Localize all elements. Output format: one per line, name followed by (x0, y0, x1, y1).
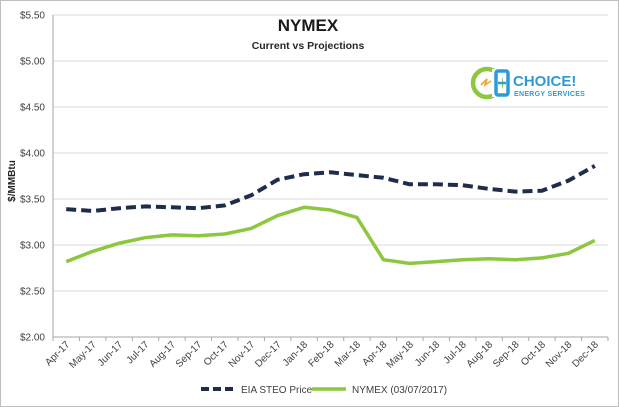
axes (52, 15, 609, 341)
y-tick-label: $5.00 (20, 57, 45, 68)
eia-steo-series-line (66, 164, 596, 213)
y-tick-label: $4.50 (20, 103, 45, 114)
x-tick-label: Jan-18 (281, 339, 311, 369)
logo: CHOICE! ENERGY SERVICES (470, 66, 585, 100)
logo-text: CHOICE! (513, 73, 576, 90)
chart-title: NYMEX (278, 16, 339, 35)
logo-mark-icon (470, 66, 510, 100)
legend: EIA STEO Price NYMEX (03/07/2017) (201, 385, 447, 396)
x-tick-label: Nov-17 (227, 339, 258, 370)
chart-subtitle: Current vs Projections (252, 40, 365, 52)
x-tick-label: Feb-18 (306, 339, 336, 369)
x-tick-label: Mar-18 (333, 339, 363, 369)
x-tick-label: Nov-18 (544, 339, 575, 370)
x-tick-label: May-18 (385, 339, 417, 371)
y-tick-label: $2.00 (20, 333, 45, 344)
y-axis-label: $/MMBtu (7, 160, 18, 202)
x-tick-label: Jun-18 (413, 339, 443, 369)
grid-lines (53, 14, 608, 292)
logo-subtext: ENERGY SERVICES (514, 91, 585, 98)
legend-nymex-label: NYMEX (03/07/2017) (352, 385, 447, 396)
x-tick-label: Dec-17 (253, 339, 284, 370)
x-tick-label: Oct-18 (519, 339, 548, 368)
y-tick-label: $4.00 (20, 149, 45, 160)
y-tick-label: $3.50 (20, 195, 45, 206)
x-tick-label: Sep-17 (174, 339, 205, 370)
x-tick-label: May-17 (67, 339, 99, 371)
y-tick-label: $5.50 (20, 11, 45, 22)
series-lines (65, 164, 596, 266)
legend-eia-label: EIA STEO Price (241, 385, 313, 396)
y-tick-label: $2.50 (20, 287, 45, 298)
x-tick-label: Aug-18 (465, 339, 496, 370)
x-tick-label: Aug-17 (147, 339, 178, 370)
nymex-series-line (65, 205, 596, 266)
y-tick-labels: $2.00 $2.50 $3.00 $3.50 $4.00 $4.50 $5.00 $5.50 (20, 11, 45, 344)
x-tick-label: Dec-18 (570, 339, 601, 370)
y-tick-label: $3.00 (20, 241, 45, 252)
x-tick-label: Sep-18 (491, 339, 522, 370)
x-tick-label: Jun-17 (96, 339, 126, 369)
x-tick-label: Oct-17 (202, 339, 231, 368)
